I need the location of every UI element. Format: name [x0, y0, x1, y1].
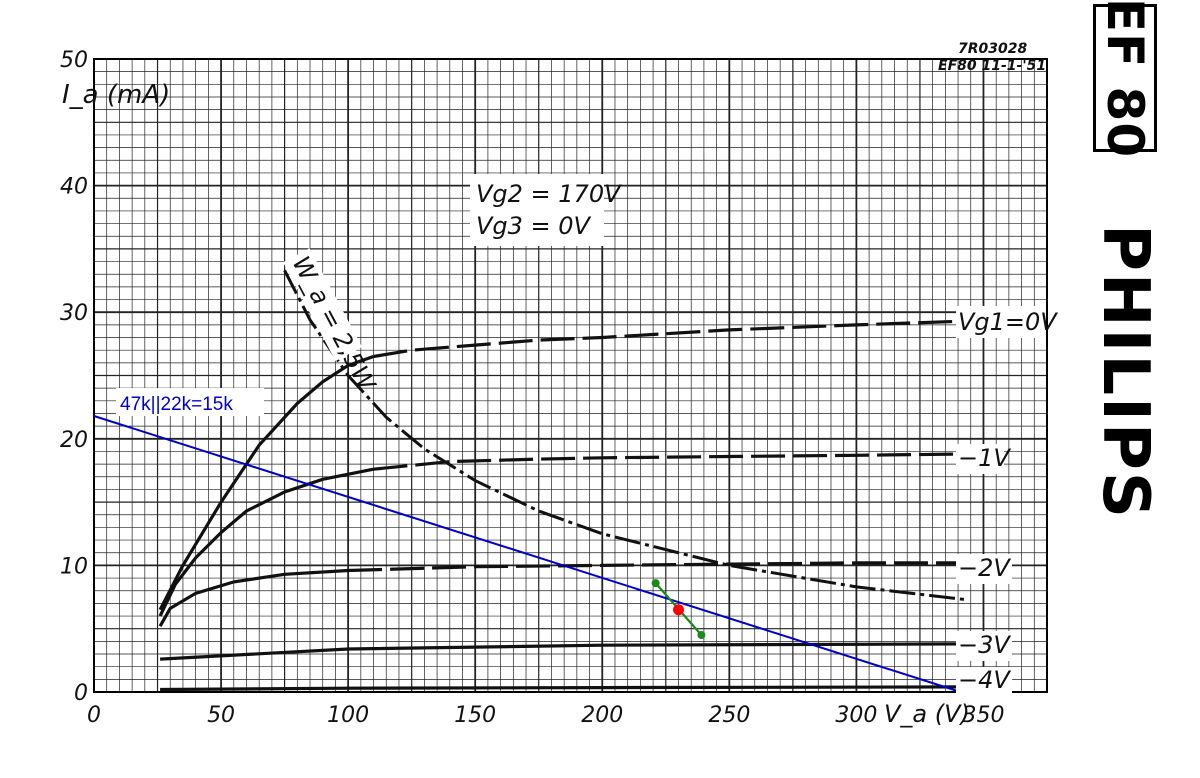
conditions-box: [470, 174, 604, 246]
x-axis-label: V_a (V): [884, 700, 970, 728]
brand-name: PHILIPS: [1088, 224, 1162, 520]
series-label-vg1-0: Vg1=0V: [958, 308, 1058, 336]
x-tick-label: 100: [327, 703, 369, 728]
x-tick-label: 0: [87, 703, 101, 728]
x-tick-label: 250: [708, 703, 750, 728]
x-tick-label: 200: [581, 703, 623, 728]
y-tick-label: 50: [60, 48, 88, 73]
y-tick-label: 10: [60, 554, 88, 579]
label-bg-load: [116, 388, 264, 416]
reference-code: 7R03028: [958, 41, 1027, 57]
condition-vg3: Vg3 = 0V: [476, 212, 592, 240]
x-tick-label: 300: [835, 703, 877, 728]
series-label-vg1-2: −2V: [958, 554, 1011, 582]
y-tick-label: 40: [60, 175, 88, 200]
plot-frame: [93, 58, 1048, 693]
y-tick-label: 0: [74, 681, 88, 706]
y-axis-label: I_a (mA): [62, 80, 170, 110]
segment-endpoint-marker: [651, 579, 660, 588]
label-bg-vg1-1: [956, 444, 1004, 474]
label-bg-vg1-3: [956, 631, 1012, 661]
x-tick-label: 50: [207, 703, 235, 728]
series-line-vg1-1v: [158, 467, 374, 617]
series-label-load-line: 47k||22k=15k: [120, 394, 233, 415]
reference-date: EF80 11-1-'51: [938, 58, 1046, 74]
y-tick-label: 20: [60, 428, 88, 453]
series-line-vg1-2v-dashed: [348, 561, 966, 573]
y-tick-label: 30: [60, 301, 88, 326]
x-tick-label: 350: [962, 703, 1004, 728]
series-line-load-line: [93, 415, 961, 693]
series-line-vg1-0v-dashed: [373, 319, 966, 359]
operating-point-marker: [673, 604, 685, 616]
series-line-vg1-2v: [158, 568, 349, 627]
series-label-vg1-4: −4V: [958, 666, 1011, 694]
grid: [93, 58, 1048, 693]
label-bg-vg1-0: [956, 306, 1046, 338]
series-label-vg1-1: −1V: [958, 444, 1011, 472]
series-line-vg1-4v: [160, 685, 966, 692]
label-bg-vg1-2: [956, 554, 1012, 584]
model-name: EF 80: [1096, 0, 1154, 159]
series-line-vg1-3v: [160, 642, 966, 661]
markers: [651, 579, 706, 640]
model-badge: EF 80: [1093, 0, 1157, 158]
label-bg-vg1-4: [956, 667, 1012, 695]
series-line-wa-2-5w: [283, 269, 966, 602]
series-label-vg1-3: −3V: [958, 631, 1011, 659]
condition-vg2: Vg2 = 170V: [476, 180, 622, 208]
series-line-vg1-1v-dashed: [373, 452, 966, 471]
segment-endpoint-marker: [697, 631, 706, 640]
tick-labels: 0 50 100 150 200 250 300 350 0 10 20 30 40 50: [60, 48, 1004, 728]
x-tick-label: 150: [454, 703, 496, 728]
label-bg-wa: [283, 248, 363, 362]
